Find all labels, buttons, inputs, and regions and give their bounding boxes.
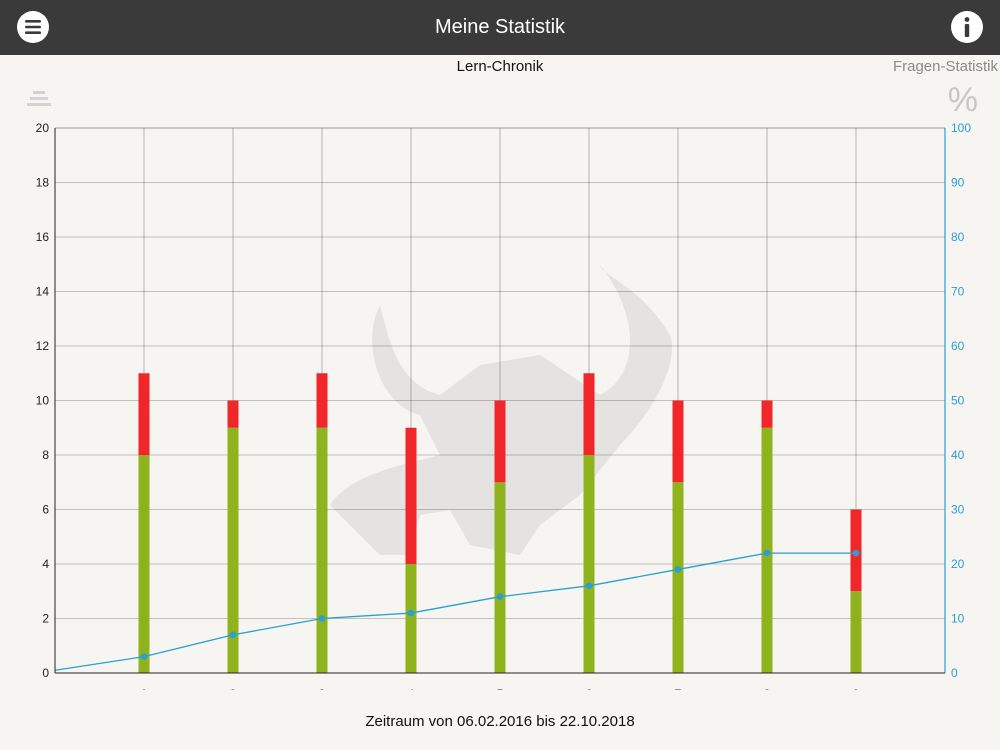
chart-axes: 0246810121416182001020304050607080901001… — [36, 121, 972, 690]
line-point — [407, 609, 415, 617]
left-tick-label: 16 — [36, 230, 50, 244]
bar-correct — [405, 564, 417, 673]
right-tick-label: 50 — [951, 394, 965, 408]
bar-correct — [494, 482, 506, 673]
x-tick-label: 2 — [230, 687, 237, 690]
left-tick-label: 10 — [36, 394, 50, 408]
percent-line — [54, 552, 856, 671]
left-tick-label: 4 — [42, 557, 49, 571]
line-point — [852, 549, 860, 557]
right-tick-label: 30 — [951, 503, 965, 517]
bar-wrong — [227, 400, 239, 428]
right-tick-label: 40 — [951, 448, 965, 462]
right-tick-label: 20 — [951, 557, 965, 571]
left-tick-label: 20 — [36, 121, 50, 135]
info-icon[interactable] — [950, 10, 984, 44]
bar-wrong — [405, 427, 417, 564]
line-point — [496, 593, 504, 600]
bar-correct — [138, 455, 150, 673]
stacked-bars-icon[interactable] — [26, 90, 52, 110]
line-point — [318, 615, 326, 622]
learning-chronicle-chart: 0246810121416182001020304050607080901001… — [36, 121, 972, 690]
bar-correct — [850, 591, 862, 673]
percent-icon[interactable]: % — [947, 81, 978, 119]
x-tick-label: 4 — [408, 687, 415, 690]
x-tick-label: 8 — [764, 687, 771, 690]
bar-correct — [227, 427, 239, 673]
line-point — [585, 582, 593, 590]
right-tick-label: 80 — [951, 230, 965, 244]
line-point — [763, 549, 771, 557]
bar-wrong — [316, 373, 328, 428]
bar-correct — [316, 427, 328, 673]
right-tick-label: 70 — [951, 285, 965, 299]
left-tick-label: 18 — [36, 176, 50, 190]
bar-wrong — [583, 373, 595, 455]
x-tick-label: 9 — [853, 687, 860, 690]
x-tick-label: 5 — [497, 687, 504, 690]
left-tick-label: 6 — [42, 503, 49, 517]
tab-fragen-statistik[interactable]: Fragen-Statistik — [892, 58, 998, 75]
right-tick-label: 60 — [951, 339, 965, 353]
bars-group — [138, 373, 862, 673]
right-tick-label: 10 — [951, 612, 965, 626]
left-tick-label: 8 — [42, 448, 49, 462]
bar-correct — [583, 455, 595, 673]
bar-wrong — [761, 400, 773, 428]
line-group — [54, 549, 860, 671]
app-header: Meine Statistik — [0, 0, 1000, 55]
right-tick-label: 100 — [951, 121, 971, 135]
bar-correct — [672, 482, 684, 673]
x-tick-label: 1 — [141, 687, 148, 690]
right-tick-label: 0 — [951, 666, 958, 680]
page-title: Meine Statistik — [434, 16, 566, 38]
period-caption: Zeitraum von 06.02.2016 bis 22.10.2018 — [365, 713, 635, 730]
bar-wrong — [138, 373, 150, 455]
line-point — [674, 566, 682, 573]
x-tick-label: 7 — [675, 687, 682, 690]
bar-wrong — [494, 400, 506, 483]
left-tick-label: 2 — [42, 612, 49, 626]
hamburger-menu-icon[interactable] — [16, 10, 50, 44]
tab-lern-chronik[interactable]: Lern-Chronik — [456, 58, 544, 75]
right-tick-label: 90 — [951, 176, 965, 190]
bar-wrong — [672, 400, 684, 483]
left-tick-label: 0 — [42, 666, 49, 680]
left-tick-label: 12 — [36, 339, 50, 353]
left-tick-label: 14 — [36, 285, 50, 299]
line-point — [229, 631, 237, 639]
x-tick-label: 3 — [319, 687, 326, 690]
line-point — [140, 653, 148, 660]
x-tick-label: 6 — [586, 687, 593, 690]
